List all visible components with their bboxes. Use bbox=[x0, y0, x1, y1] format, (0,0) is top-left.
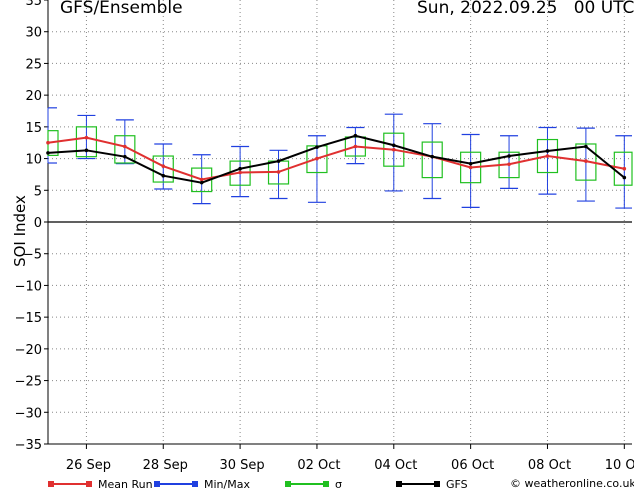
gfs-point bbox=[84, 148, 89, 153]
gfs-point bbox=[622, 175, 627, 180]
gfs-swatch bbox=[396, 479, 440, 489]
y-tick-label: −15 bbox=[15, 311, 42, 326]
mean-run-point bbox=[622, 166, 627, 171]
mean-run-point bbox=[468, 165, 473, 170]
mean-run-point bbox=[353, 144, 358, 149]
y-tick-label: −35 bbox=[15, 438, 42, 453]
y-tick-label: −30 bbox=[15, 406, 42, 421]
y-tick-label: 10 bbox=[25, 153, 42, 168]
y-tick-label: 20 bbox=[25, 89, 42, 104]
gfs-point bbox=[238, 166, 242, 171]
legend-label-min-max: Min/Max bbox=[204, 477, 250, 491]
mean-run-line bbox=[47, 136, 625, 181]
legend-item-mean-run: Mean Run bbox=[48, 477, 153, 491]
gfs-point bbox=[430, 154, 435, 159]
y-tick-label: 30 bbox=[25, 26, 42, 41]
y-tick-label: −5 bbox=[23, 248, 42, 263]
gfs-point bbox=[315, 145, 319, 149]
mean-run-swatch bbox=[48, 479, 92, 489]
gfs-point bbox=[161, 173, 166, 178]
mean-run-point bbox=[238, 170, 242, 175]
mean-run-point bbox=[391, 147, 396, 152]
gfs-point bbox=[391, 143, 396, 148]
copyright-text: © weatheronline.co.uk bbox=[510, 477, 634, 490]
run-time: Sun, 2022.09.25 00 UTC bbox=[417, 0, 634, 18]
y-tick-label: 25 bbox=[25, 57, 42, 72]
sigma-swatch bbox=[285, 479, 329, 489]
gfs-point bbox=[584, 144, 588, 149]
x-tick-label: 26 Sep bbox=[66, 458, 111, 473]
model-title: GFS/Ensemble bbox=[60, 0, 183, 18]
gfs-point bbox=[468, 161, 473, 166]
mean-run-point bbox=[315, 156, 319, 161]
x-tick-label: 02 Oct bbox=[297, 458, 340, 473]
gfs-point bbox=[276, 159, 281, 163]
mean-run-point bbox=[584, 159, 588, 163]
legend-label-sigma: σ bbox=[335, 477, 342, 491]
y-tick-label: −20 bbox=[15, 343, 42, 358]
x-tick-label: 30 Sep bbox=[220, 458, 265, 473]
gfs-point bbox=[46, 151, 50, 155]
y-tick-label: 5 bbox=[34, 184, 42, 199]
y-tick-label: 0 bbox=[34, 216, 42, 231]
gfs-point bbox=[199, 180, 204, 185]
mean-run-point bbox=[199, 177, 204, 182]
legend-item-min-max: Min/Max bbox=[154, 477, 250, 491]
sigma-box bbox=[114, 135, 136, 164]
gfs-point bbox=[507, 154, 511, 158]
x-tick-label: 10 Oct bbox=[605, 458, 634, 473]
gfs-line bbox=[47, 134, 625, 184]
x-tick-label: 08 Oct bbox=[528, 458, 571, 473]
mean-run-point bbox=[276, 170, 281, 174]
min-max-swatch bbox=[154, 479, 198, 489]
y-axis-label: SOI Index bbox=[11, 195, 29, 267]
x-tick-label: 06 Oct bbox=[451, 458, 494, 473]
y-tick-label: 15 bbox=[25, 121, 42, 136]
x-tick-label: 04 Oct bbox=[374, 458, 417, 473]
legend-label-mean-run: Mean Run bbox=[98, 477, 153, 491]
x-tick-label: 28 Sep bbox=[143, 458, 188, 473]
gfs-point bbox=[545, 149, 550, 153]
mean-run-point bbox=[507, 162, 511, 167]
mean-run-point bbox=[84, 135, 89, 140]
y-tick-label: −10 bbox=[15, 279, 42, 294]
legend-item-sigma: σ bbox=[285, 477, 342, 491]
mean-run-point bbox=[161, 164, 166, 168]
legend-label-gfs: GFS bbox=[446, 477, 468, 491]
legend-item-gfs: GFS bbox=[396, 477, 468, 491]
mean-run-point bbox=[545, 154, 550, 158]
gfs-point bbox=[123, 154, 127, 159]
sigma-box bbox=[75, 126, 98, 158]
gfs-point bbox=[353, 133, 358, 138]
y-tick-label: −25 bbox=[15, 375, 42, 390]
sigma-box bbox=[536, 138, 559, 174]
sigma-box bbox=[575, 143, 597, 181]
y-tick-label: 35 bbox=[25, 0, 42, 9]
mean-run-point bbox=[123, 144, 127, 149]
mean-run-point bbox=[46, 140, 50, 145]
